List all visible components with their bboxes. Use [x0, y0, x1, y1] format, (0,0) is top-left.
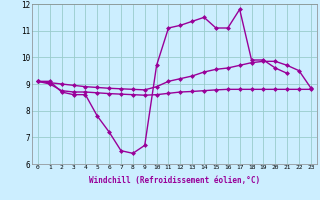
X-axis label: Windchill (Refroidissement éolien,°C): Windchill (Refroidissement éolien,°C) — [89, 176, 260, 185]
